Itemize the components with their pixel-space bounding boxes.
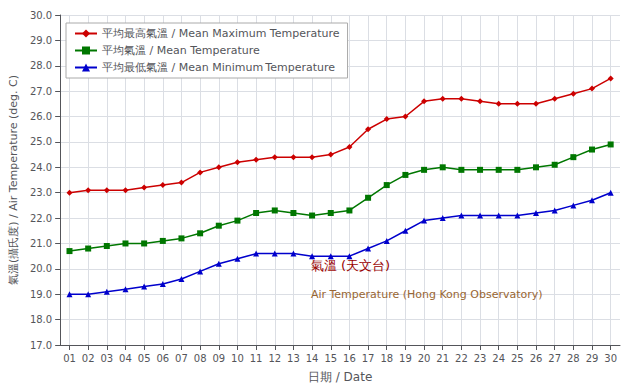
svg-text:23: 23 (474, 353, 487, 364)
svg-text:26: 26 (530, 353, 543, 364)
svg-text:09: 09 (212, 353, 225, 364)
svg-text:23.0: 23.0 (30, 187, 52, 198)
svg-text:日期 / Date: 日期 / Date (308, 370, 372, 384)
svg-text:氣溫(攝氏度) / Air Temperature (deg: 氣溫(攝氏度) / Air Temperature (deg. C) (7, 75, 20, 285)
svg-text:07: 07 (175, 353, 188, 364)
svg-text:21.0: 21.0 (30, 238, 52, 249)
svg-text:12: 12 (268, 353, 281, 364)
svg-text:29: 29 (586, 353, 599, 364)
svg-text:25: 25 (511, 353, 524, 364)
svg-text:21: 21 (436, 353, 449, 364)
svg-text:Air Temperature (Hong Kong Obs: Air Temperature (Hong Kong Observatory) (311, 288, 543, 301)
svg-text:22: 22 (455, 353, 468, 364)
svg-text:氣溫 (天文台): 氣溫 (天文台) (311, 258, 390, 273)
svg-text:30: 30 (604, 353, 617, 364)
svg-text:28.0: 28.0 (30, 60, 52, 71)
svg-text:02: 02 (82, 353, 95, 364)
svg-text:22.0: 22.0 (30, 213, 52, 224)
svg-text:29.0: 29.0 (30, 35, 52, 46)
svg-text:05: 05 (138, 353, 151, 364)
svg-text:06: 06 (156, 353, 169, 364)
svg-text:17.0: 17.0 (30, 340, 52, 351)
svg-text:13: 13 (287, 353, 300, 364)
svg-text:30.0: 30.0 (30, 10, 52, 21)
svg-text:平均氣溫 / Mean Temperature: 平均氣溫 / Mean Temperature (102, 44, 260, 57)
svg-text:10: 10 (231, 353, 244, 364)
svg-text:04: 04 (119, 353, 132, 364)
svg-text:19: 19 (399, 353, 412, 364)
svg-text:24.0: 24.0 (30, 162, 52, 173)
svg-text:20.0: 20.0 (30, 263, 52, 274)
svg-text:16: 16 (343, 353, 356, 364)
svg-text:平均最高氣溫 / Mean Maximum Temperat: 平均最高氣溫 / Mean Maximum Temperature (102, 27, 340, 40)
svg-text:08: 08 (194, 353, 207, 364)
svg-text:18.0: 18.0 (30, 314, 52, 325)
svg-text:18: 18 (380, 353, 393, 364)
svg-text:26.0: 26.0 (30, 111, 52, 122)
svg-text:15: 15 (324, 353, 337, 364)
svg-text:27: 27 (548, 353, 561, 364)
svg-text:平均最低氣溫 / Mean Minimum Temperat: 平均最低氣溫 / Mean Minimum Temperature (102, 61, 335, 74)
svg-text:14: 14 (306, 353, 319, 364)
svg-text:27.0: 27.0 (30, 86, 52, 97)
svg-text:24: 24 (492, 353, 505, 364)
svg-text:28: 28 (567, 353, 580, 364)
svg-text:25.0: 25.0 (30, 136, 52, 147)
svg-text:19.0: 19.0 (30, 289, 52, 300)
svg-text:01: 01 (63, 353, 76, 364)
svg-text:03: 03 (100, 353, 113, 364)
svg-text:20: 20 (418, 353, 431, 364)
svg-text:17: 17 (362, 353, 375, 364)
svg-text:11: 11 (250, 353, 263, 364)
